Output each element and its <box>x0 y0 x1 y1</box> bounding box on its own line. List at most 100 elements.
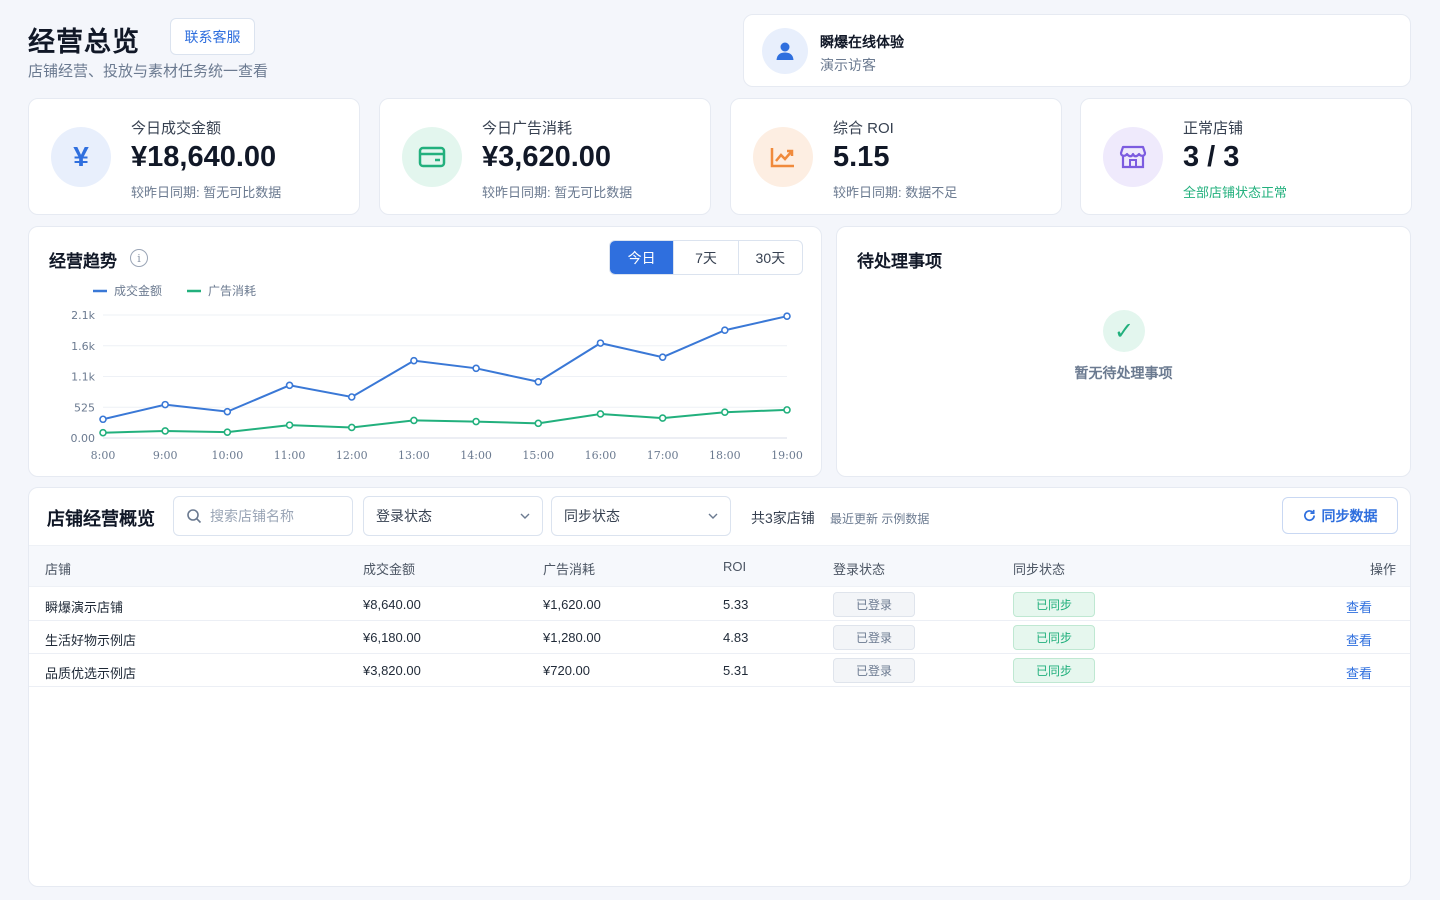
store-icon <box>1103 127 1163 187</box>
cell-shop: 品质优选示例店 <box>45 666 137 681</box>
series-line <box>102 408 788 434</box>
sync-status-badge: 已同步 <box>1013 658 1095 683</box>
tab-30-days[interactable]: 30天 <box>737 241 802 274</box>
refresh-icon <box>1303 509 1315 522</box>
cell-roi: 5.31 <box>723 663 749 678</box>
data-point <box>223 428 232 436</box>
x-tick-label: 13:00 <box>398 449 430 462</box>
data-point <box>223 407 232 416</box>
data-point <box>347 393 356 401</box>
x-tick-label: 19:00 <box>771 449 803 462</box>
data-point <box>161 400 169 409</box>
contact-support-button[interactable]: 联系客服 <box>170 18 255 55</box>
login-status-select[interactable]: 登录状态 <box>363 496 543 536</box>
x-tick-label: 11:00 <box>274 449 306 462</box>
login-status-badge: 已登录 <box>833 658 915 683</box>
cell-gmv: ¥3,820.00 <box>363 663 421 678</box>
search-box[interactable] <box>173 496 353 536</box>
kpi-card-gmv: ¥ 今日成交金额 ¥18,640.00 较昨日同期: 暂无可比数据 <box>28 98 360 215</box>
data-point <box>783 406 791 414</box>
table-title: 店铺经营概览 <box>47 509 155 529</box>
column-header: 成交金额 <box>363 562 416 577</box>
kpi-label: 今日成交金额 <box>131 120 222 137</box>
cell-ad-spend: ¥1,620.00 <box>543 597 601 612</box>
sync-data-label: 同步数据 <box>1321 507 1378 524</box>
kpi-value: 5.15 <box>833 141 890 173</box>
x-tick-label: 9:00 <box>153 449 178 462</box>
data-point <box>347 423 356 432</box>
user-role: 演示访客 <box>820 57 876 73</box>
data-point <box>596 339 605 347</box>
x-tick-label: 14:00 <box>460 449 492 462</box>
tab-today[interactable]: 今日 <box>610 241 674 274</box>
kpi-label: 正常店铺 <box>1183 120 1244 137</box>
page-header: 经营总览 联系客服 店铺经营、投放与素材任务统一查看 <box>28 16 728 86</box>
sync-status-badge: 已同步 <box>1013 592 1095 617</box>
x-tick-label: 10:00 <box>212 449 244 462</box>
trend-line-chart: 0.00 525 1.1k 1.6k 2.1k 8:00 9:00 10:00 11:00 12:… <box>71 283 803 462</box>
data-point <box>99 428 107 437</box>
user-card[interactable]: 瞬爆在线体验 演示访客 <box>743 14 1411 87</box>
search-icon <box>187 509 202 524</box>
cell-gmv: ¥8,640.00 <box>363 597 421 612</box>
column-header: 操作 <box>1370 562 1397 577</box>
tab-7-days[interactable]: 7天 <box>673 241 737 274</box>
data-point <box>721 326 729 335</box>
data-point <box>285 421 294 429</box>
y-tick-label: 0.00 <box>71 432 96 445</box>
trend-icon <box>753 127 813 187</box>
column-header: 同步状态 <box>1013 562 1066 577</box>
kpi-note: 较昨日同期: 暂无可比数据 <box>482 185 633 200</box>
cell-roi: 5.33 <box>723 597 749 612</box>
sync-status-select[interactable]: 同步状态 <box>551 496 731 536</box>
login-status-label: 登录状态 <box>376 508 432 524</box>
column-header: 店铺 <box>45 562 72 577</box>
x-tick-label: 15:00 <box>522 449 554 462</box>
view-link[interactable]: 查看 <box>1346 600 1373 615</box>
search-input[interactable] <box>210 508 340 524</box>
data-point <box>410 356 418 365</box>
sync-status-badge: 已同步 <box>1013 625 1095 650</box>
sync-status-label: 同步状态 <box>564 508 620 524</box>
data-point <box>534 377 543 386</box>
yuan-icon: ¥ <box>51 127 111 187</box>
last-update: 最近更新 示例数据 <box>830 512 930 526</box>
legend-label: 成交金额 <box>114 283 162 298</box>
data-point <box>285 381 294 390</box>
data-point <box>658 353 667 361</box>
sync-data-button[interactable]: 同步数据 <box>1282 497 1398 534</box>
data-point <box>410 416 418 425</box>
view-link[interactable]: 查看 <box>1346 633 1373 648</box>
kpi-card-stores: 正常店铺 3 / 3 全部店铺状态正常 <box>1080 98 1412 215</box>
data-point <box>99 415 107 424</box>
cell-shop: 瞬爆演示店铺 <box>45 600 124 615</box>
check-icon: ✓ <box>1103 310 1145 352</box>
data-point <box>472 364 480 373</box>
login-status-badge: 已登录 <box>833 625 915 650</box>
y-tick-label: 525 <box>74 401 95 414</box>
x-tick-label: 18:00 <box>709 449 741 462</box>
todo-title: 待处理事项 <box>857 252 942 271</box>
cell-gmv: ¥6,180.00 <box>363 630 421 645</box>
trend-title: 经营趋势 <box>49 252 117 271</box>
user-name: 瞬爆在线体验 <box>820 34 904 50</box>
column-header: 登录状态 <box>833 562 886 577</box>
view-link[interactable]: 查看 <box>1346 666 1373 681</box>
cell-roi: 4.83 <box>723 630 749 645</box>
trend-card: 经营趋势 i 今日 7天 30天 0.00 525 1.1k 1.6k 2.1k 8:00… <box>28 226 822 477</box>
chevron-down-icon <box>520 513 530 519</box>
data-point <box>721 408 729 417</box>
kpi-value: ¥18,640.00 <box>131 141 277 173</box>
login-status-badge: 已登录 <box>833 592 915 617</box>
y-tick-label: 1.1k <box>71 371 95 384</box>
cell-shop: 生活好物示例店 <box>45 633 137 648</box>
info-icon[interactable]: i <box>130 249 148 267</box>
kpi-label: 今日广告消耗 <box>482 120 573 137</box>
todo-card: 待处理事项 ✓ 暂无待处理事项 <box>836 226 1411 477</box>
data-point <box>783 312 791 320</box>
shop-count: 共3家店铺 <box>751 510 815 526</box>
x-tick-label: 8:00 <box>91 449 116 462</box>
legend-label: 广告消耗 <box>208 284 256 298</box>
data-point <box>161 427 169 435</box>
table-row: 瞬爆演示店铺 ¥8,640.00 ¥1,620.00 5.33 已登录 已同步 … <box>29 588 1410 621</box>
